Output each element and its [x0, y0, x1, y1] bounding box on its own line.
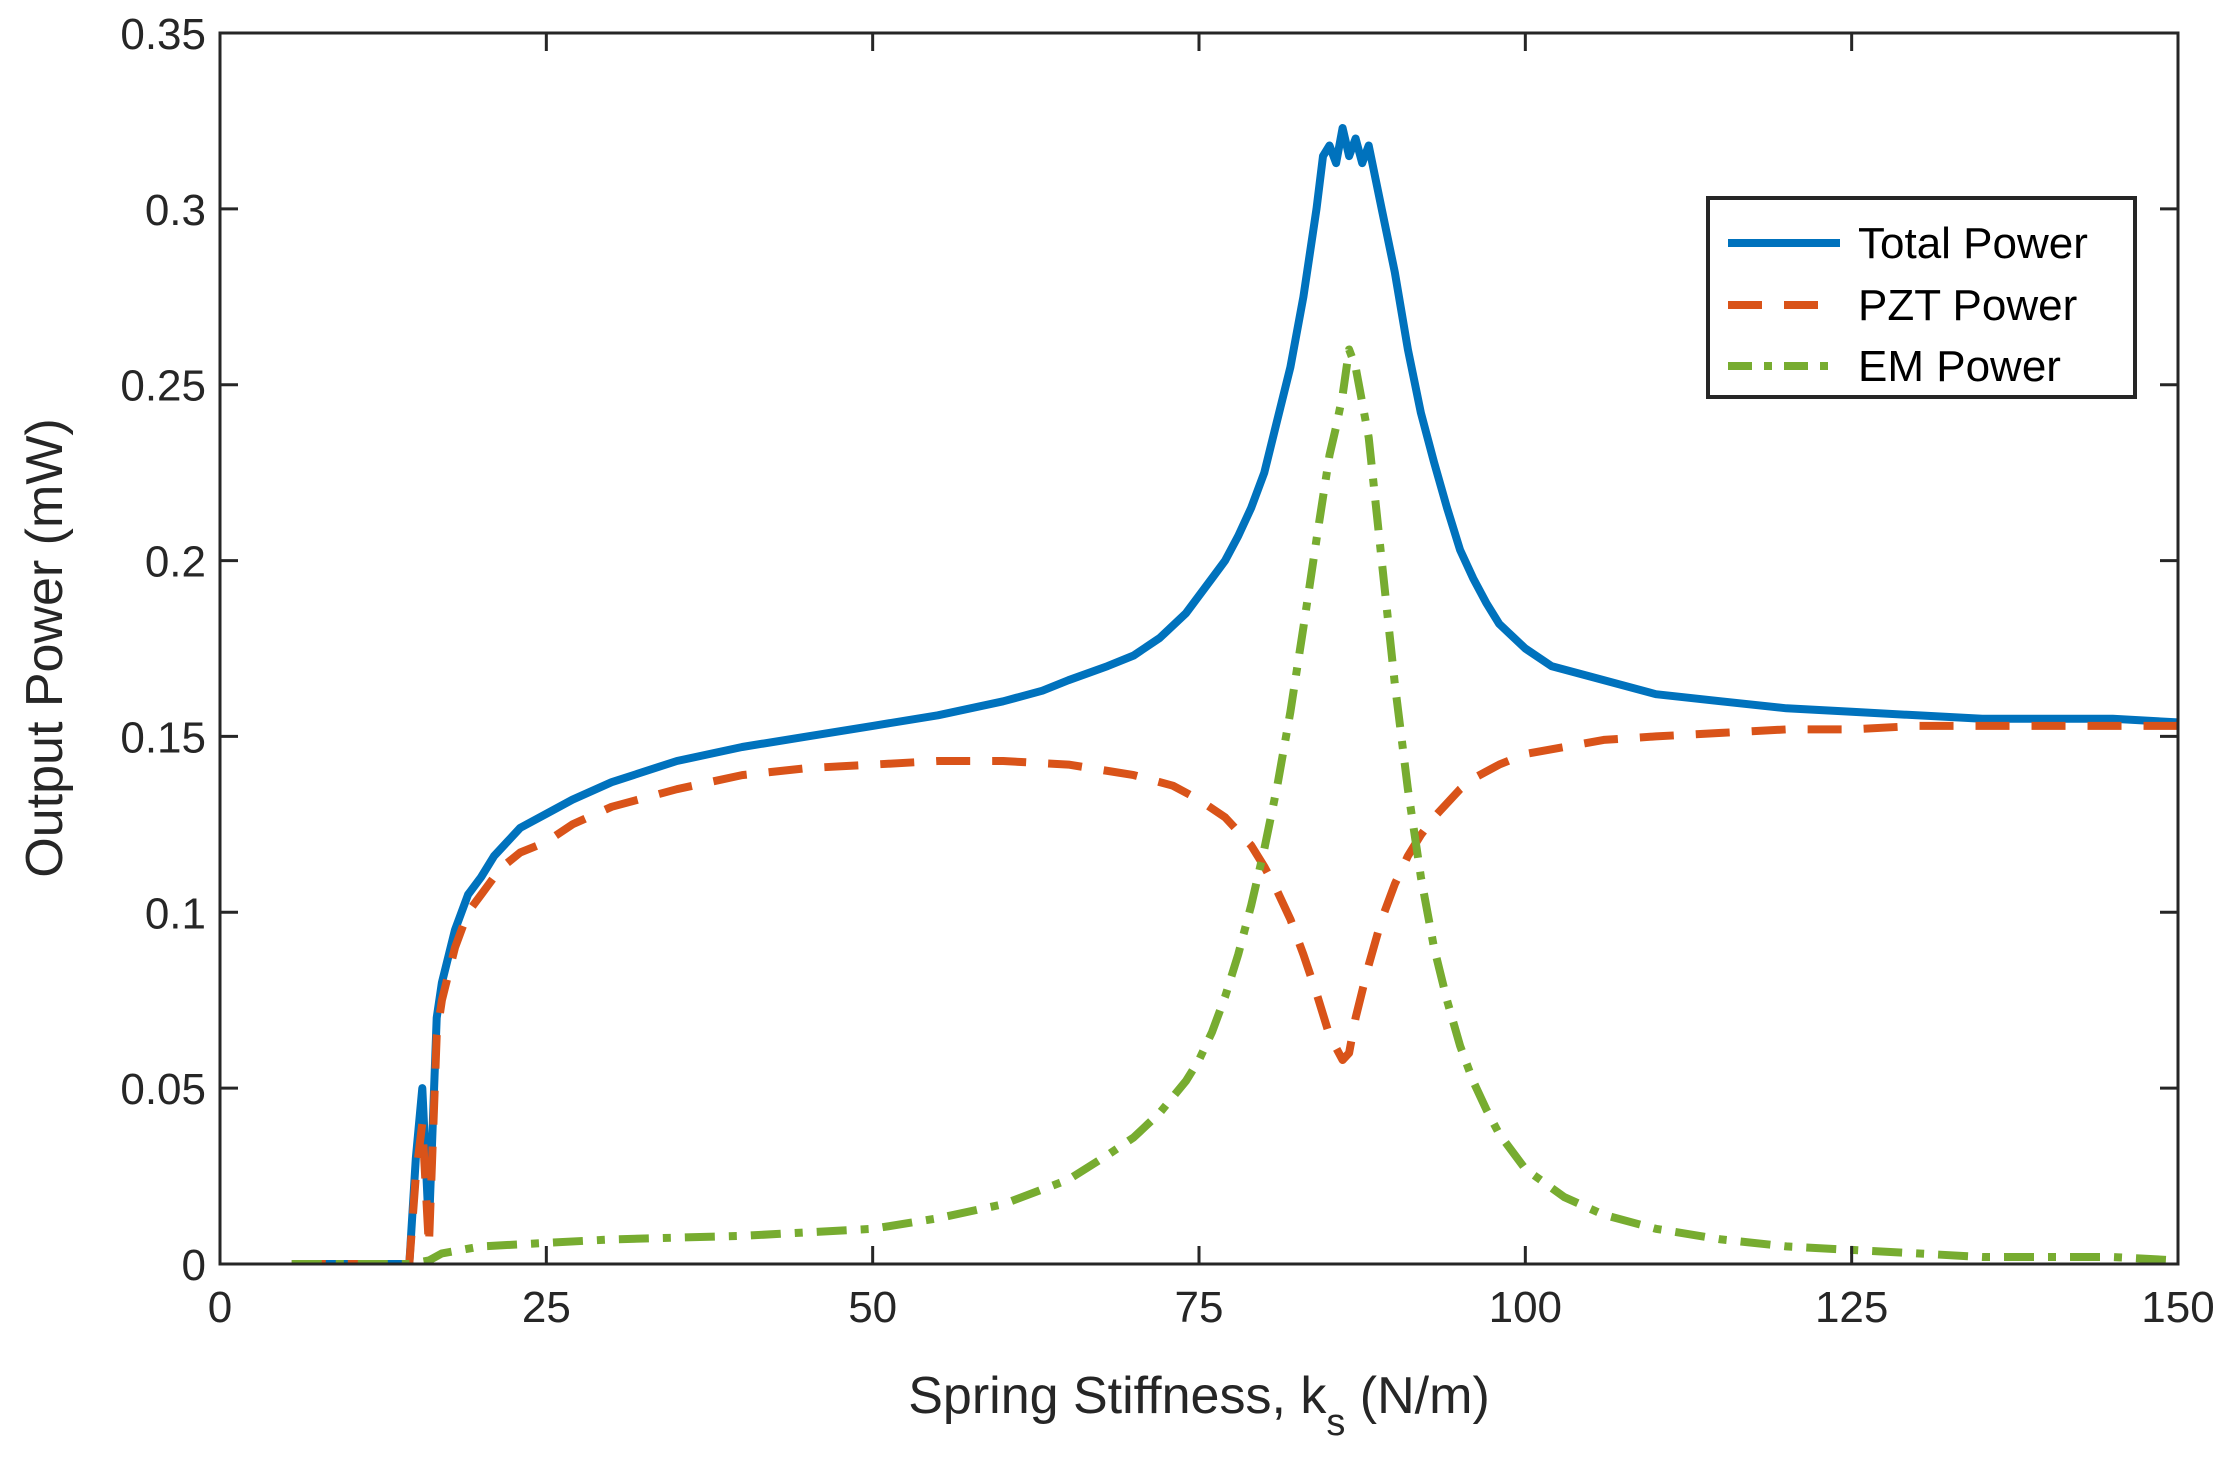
x-tick-label: 75: [1175, 1283, 1224, 1332]
x-tick-label: 0: [208, 1283, 232, 1332]
y-tick-label: 0.1: [145, 889, 206, 938]
y-tick-label: 0.15: [120, 713, 206, 762]
y-tick-label: 0: [182, 1241, 206, 1290]
y-axis-title: Output Power (mW): [16, 418, 74, 877]
legend-label: PZT Power: [1858, 281, 2077, 330]
x-tick-label: 125: [1815, 1283, 1888, 1332]
series-line-em-power: [291, 345, 2178, 1264]
series-layer: [291, 124, 2178, 1264]
plot-area: [291, 124, 2178, 1264]
x-tick-label: 150: [2141, 1283, 2214, 1332]
series-line-pzt-power: [291, 721, 2178, 1264]
y-tick-label: 0.35: [120, 10, 206, 59]
legend-label: Total Power: [1858, 219, 2088, 268]
legend-label: EM Power: [1858, 342, 2061, 391]
x-axis-title-subscript: s: [1326, 1402, 1345, 1444]
x-tick-label: 25: [522, 1283, 571, 1332]
series-line-total-power: [291, 124, 2178, 1264]
y-tick-label: 0.05: [120, 1065, 206, 1114]
y-tick-label: 0.3: [145, 186, 206, 235]
x-tick-label: 100: [1489, 1283, 1562, 1332]
y-tick-label: 0.2: [145, 538, 206, 587]
y-axis-ticks: 0 0.05 0.1 0.15 0.2 0.25 0.3 0.35: [120, 10, 2178, 1290]
x-axis-title-main: Spring Stiffness, k: [908, 1367, 1327, 1425]
x-tick-label: 50: [848, 1283, 897, 1332]
x-axis-title: Spring Stiffness, ks (N/m): [908, 1367, 1490, 1444]
x-axis-title-units: (N/m): [1345, 1367, 1489, 1425]
legend-box: [1706, 196, 2137, 399]
y-tick-label: 0.25: [120, 362, 206, 411]
x-axis-ticks: 0 25 50 75 100 125 150: [208, 33, 2215, 1332]
legend: Total Power PZT Power EM Power: [1706, 196, 2137, 399]
